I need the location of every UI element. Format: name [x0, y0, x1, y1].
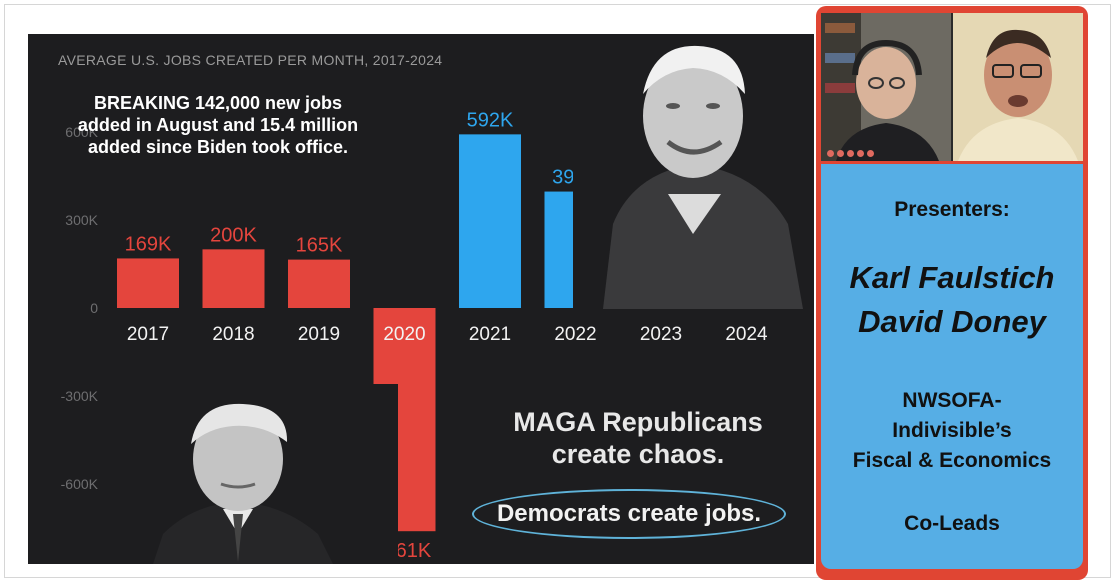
- y-tick-label: -300K: [61, 388, 99, 404]
- x-tick-label: 2019: [298, 324, 340, 345]
- org-line-2: Indivisible’s: [892, 419, 1012, 442]
- role-label: Co-Leads: [904, 512, 1000, 535]
- democrat-caption-circled: Democrats create jobs.: [472, 489, 786, 539]
- presenter-panel: Presenters: Karl Faulstich David Doney N…: [816, 6, 1088, 580]
- bar-2021: [459, 134, 521, 308]
- presenter-name-1: Karl Faulstich: [849, 260, 1055, 295]
- y-tick-label: 600K: [65, 124, 98, 140]
- republican-caption: MAGA Republicans create chaos.: [498, 406, 778, 470]
- bar-2019: [288, 259, 350, 308]
- x-tick-label: 2024: [725, 324, 768, 345]
- presenter-info: Presenters: Karl Faulstich David Doney N…: [821, 164, 1083, 569]
- chart-slide: 600K 300K 0 -300K -600K 169K 2017 200K 2018 165K 2…: [28, 34, 814, 564]
- x-tick-label: 2023: [640, 324, 682, 345]
- x-tick-label: 2020: [383, 324, 425, 345]
- presenters-label: Presenters:: [894, 198, 1010, 221]
- bar-2017: [117, 258, 179, 308]
- caption-line-1: MAGA Republicans: [513, 407, 763, 437]
- chart-title: AVERAGE U.S. JOBS CREATED PER MONTH, 201…: [58, 52, 443, 68]
- video-status-dots: [827, 150, 874, 157]
- presenter-names: Karl Faulstich David Doney: [821, 256, 1083, 344]
- caption-line-2: create chaos.: [551, 439, 725, 469]
- organization: NWSOFA- Indivisible’s Fiscal & Economics: [821, 386, 1083, 476]
- x-tick-label: 2022: [554, 324, 596, 345]
- y-tick-label: -600K: [61, 476, 99, 492]
- x-tick-label: 2017: [127, 324, 169, 345]
- y-tick-label: 300K: [65, 212, 98, 228]
- presenter-video-left: [821, 13, 951, 161]
- y-tick-label: 0: [90, 300, 98, 316]
- bar-2018: [202, 249, 265, 308]
- org-line-1: NWSOFA-: [902, 389, 1002, 412]
- presenter-name-2: David Doney: [858, 304, 1046, 339]
- x-tick-label: 2021: [469, 324, 511, 345]
- trump-photo: [153, 384, 398, 564]
- x-tick-label: 2018: [212, 324, 254, 345]
- data-label: 200K: [210, 224, 257, 246]
- breaking-news-text: BREAKING 142,000 new jobs added in Augus…: [77, 93, 359, 157]
- data-label: 165K: [296, 235, 343, 257]
- slide-frame: [4, 4, 1111, 578]
- video-feed: [821, 13, 1083, 161]
- data-label: 169K: [125, 233, 172, 255]
- data-label: 592K: [467, 109, 514, 131]
- biden-photo: [573, 34, 814, 309]
- presenter-video-right: [953, 13, 1083, 161]
- org-line-3: Fiscal & Economics: [852, 449, 1052, 472]
